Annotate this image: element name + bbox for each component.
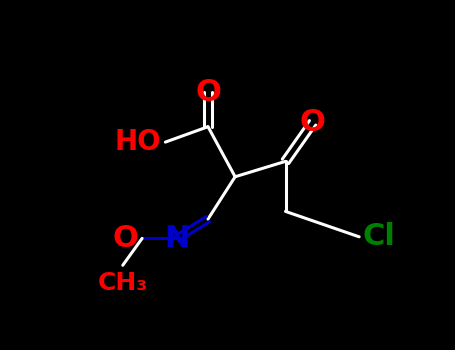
Text: O: O xyxy=(300,108,326,137)
Text: O: O xyxy=(112,224,138,253)
Text: HO: HO xyxy=(115,128,162,156)
Text: Cl: Cl xyxy=(363,222,396,251)
Text: CH₃: CH₃ xyxy=(98,272,148,295)
Text: O: O xyxy=(195,78,221,106)
Text: N: N xyxy=(164,224,190,253)
